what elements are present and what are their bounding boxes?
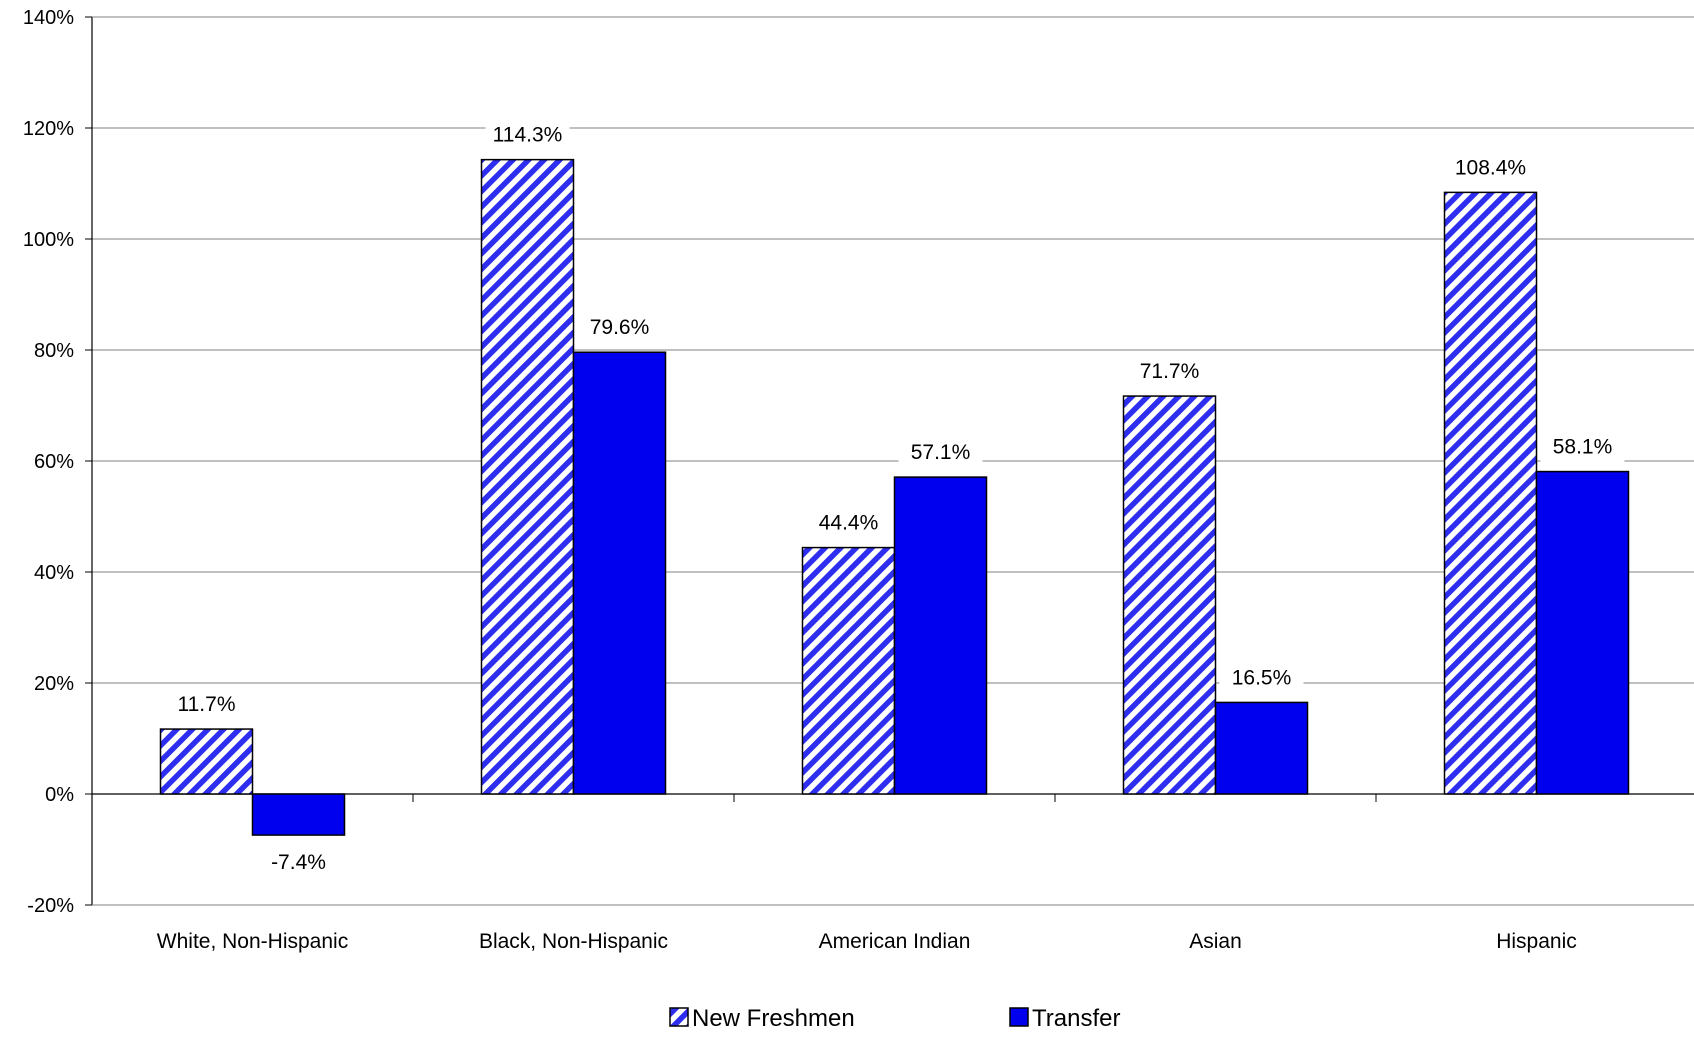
y-tick-label: 120% [23,118,74,140]
y-tick-label: 80% [34,340,74,362]
category-label: Asian [1189,930,1242,953]
legend-swatch-transfer [1009,1007,1029,1027]
data-label-background [164,687,249,720]
data-label: 79.6% [590,316,650,339]
data-label-background [1540,429,1625,462]
y-tick-label: 40% [34,562,74,584]
bar-transfer [572,351,667,795]
data-label: -7.4% [271,851,326,874]
data-label: 11.7% [178,693,236,716]
bars [159,158,1630,836]
y-tick-label: 60% [34,451,74,473]
y-tick-label: 100% [23,229,74,251]
legend: New Freshmen Transfer [669,1005,1120,1032]
data-label-background [485,117,570,150]
legend-swatch-new-freshmen [669,1007,689,1027]
bar-new-freshmen [1122,395,1217,795]
data-label-background [577,310,662,343]
data-label-background [898,435,983,468]
bar-new-freshmen [801,546,896,795]
bar-transfer [893,476,988,795]
data-label-background [806,505,891,538]
y-tick-label: 0% [45,784,74,806]
bar-new-freshmen [1443,191,1538,795]
data-label: 71.7% [1140,360,1200,383]
y-tick-label: -20% [27,895,74,917]
data-label-background [1127,354,1212,387]
y-tick-label: 20% [34,673,74,695]
category-label: Black, Non-Hispanic [479,930,668,953]
data-labels: 11.7% -7.4% 114.3% 79.6% 44.4% 57.1% 71.7% 16.5… [164,117,1625,874]
data-label-background [1448,150,1533,183]
data-label: 58.1% [1553,436,1613,459]
category-label: American Indian [819,930,971,953]
data-label: 44.4% [819,512,879,535]
y-axis-tick-labels: 140% 120% 100% 80% 60% 40% 20% 0% -20% [23,7,74,917]
data-label: 114.3% [493,124,563,147]
data-label-background [1219,660,1304,693]
data-label: 16.5% [1232,666,1292,689]
bar-new-freshmen [159,728,254,795]
bar-transfer [251,793,346,836]
bar-new-freshmen [480,158,575,795]
category-label: Hispanic [1496,930,1577,953]
y-tick-label: 140% [23,7,74,29]
legend-label: New Freshmen [692,1005,855,1032]
category-label: White, Non-Hispanic [157,930,348,953]
data-label: 57.1% [911,441,971,464]
legend-label: Transfer [1032,1005,1120,1032]
bar-transfer [1214,701,1309,795]
bar-transfer [1535,470,1630,795]
data-label: 108.4% [1455,156,1526,179]
x-axis-category-labels: White, Non-Hispanic Black, Non-Hispanic Am… [157,930,1577,953]
